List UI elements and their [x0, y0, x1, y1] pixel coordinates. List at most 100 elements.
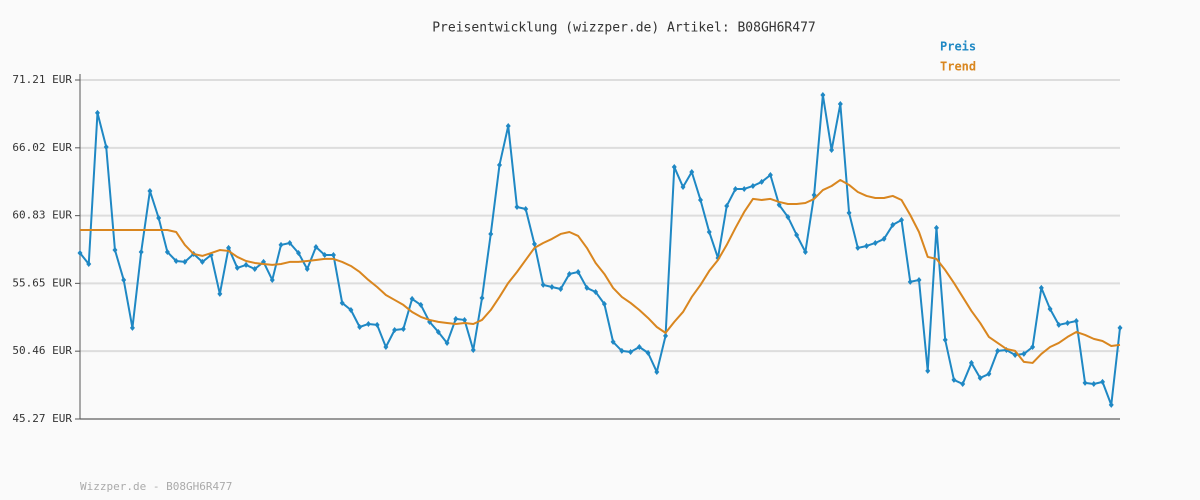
- data-point: [383, 343, 389, 350]
- legend-label: Preis: [940, 40, 976, 54]
- data-point: [601, 300, 607, 307]
- data-point: [330, 251, 336, 258]
- legend-label: Trend: [940, 60, 976, 74]
- y-tick-label: 45.27 EUR: [12, 412, 72, 425]
- data-point: [794, 231, 800, 238]
- chart-title: Preisentwicklung (wizzper.de) Artikel: B…: [432, 21, 816, 36]
- data-point: [802, 248, 808, 255]
- data-point: [278, 241, 284, 248]
- data-point: [566, 270, 572, 277]
- data-point: [619, 347, 625, 354]
- data-point: [339, 299, 345, 306]
- y-tick-label: 55.65 EUR: [12, 276, 72, 289]
- series-line: [80, 178, 1121, 364]
- data-point: [960, 380, 966, 387]
- data-point: [182, 258, 188, 265]
- data-point: [1030, 343, 1036, 350]
- data-point: [549, 284, 555, 291]
- data-point: [269, 276, 275, 283]
- footer: Wizzper.de - B08GH6R477: [80, 480, 232, 493]
- data-point: [453, 315, 459, 322]
- data-point: [217, 290, 223, 297]
- data-point: [1108, 401, 1114, 408]
- data-point: [531, 241, 537, 248]
- data-point: [593, 288, 599, 295]
- data-point: [103, 144, 109, 151]
- data-point: [77, 250, 83, 257]
- data-point: [295, 250, 301, 257]
- data-point: [584, 284, 590, 291]
- data-point: [479, 294, 485, 301]
- data-point: [986, 370, 992, 377]
- data-point: [829, 147, 835, 154]
- data-point: [1100, 378, 1106, 385]
- data-point: [304, 265, 310, 272]
- data-point: [724, 202, 730, 209]
- data-point: [610, 338, 616, 345]
- data-point: [689, 169, 695, 176]
- data-point: [156, 215, 162, 222]
- data-point: [776, 201, 782, 208]
- data-point: [400, 325, 406, 332]
- data-point: [837, 101, 843, 108]
- data-point: [698, 196, 704, 203]
- data-point: [820, 92, 826, 99]
- data-point: [995, 347, 1001, 354]
- y-tick-label: 50.46 EUR: [12, 344, 72, 357]
- data-point: [785, 213, 791, 220]
- data-point: [1073, 317, 1079, 324]
- data-point: [916, 276, 922, 283]
- data-point: [94, 109, 100, 116]
- data-point: [907, 278, 913, 285]
- data-point: [514, 204, 520, 211]
- data-point: [112, 247, 118, 254]
- data-point: [925, 367, 931, 374]
- data-point: [488, 230, 494, 237]
- data-point: [767, 172, 773, 179]
- data-point: [759, 178, 765, 185]
- data-point: [864, 242, 870, 249]
- data-point: [252, 265, 258, 272]
- data-point: [348, 307, 354, 314]
- data-point: [951, 376, 957, 383]
- data-point: [505, 123, 511, 130]
- data-point: [243, 261, 249, 268]
- data-point: [164, 248, 170, 255]
- data-point: [1047, 305, 1053, 312]
- data-point: [226, 244, 232, 251]
- data-point: [732, 185, 738, 192]
- data-point: [462, 316, 468, 323]
- y-tick-label: 71.21 EUR: [12, 73, 72, 86]
- data-point: [147, 187, 153, 194]
- data-point: [890, 221, 896, 228]
- data-point: [881, 235, 887, 242]
- data-point: [313, 244, 319, 251]
- data-point: [392, 327, 398, 334]
- data-point: [287, 239, 293, 246]
- data-point: [365, 320, 371, 327]
- data-point: [942, 336, 948, 343]
- data-point: [1056, 321, 1062, 328]
- data-point: [872, 239, 878, 246]
- data-point: [322, 251, 328, 258]
- data-point: [654, 368, 660, 375]
- data-point: [470, 346, 476, 353]
- data-point: [706, 228, 712, 235]
- data-point: [855, 244, 861, 251]
- data-point: [86, 261, 92, 268]
- data-point: [418, 301, 424, 308]
- data-point: [374, 321, 380, 328]
- data-point: [933, 224, 939, 231]
- data-point: [496, 161, 502, 168]
- data-point: [741, 185, 747, 192]
- data-point: [444, 339, 450, 346]
- data-point: [1082, 379, 1088, 386]
- data-point: [121, 276, 127, 283]
- data-point: [129, 324, 135, 331]
- data-point: [663, 332, 669, 339]
- data-point: [138, 248, 144, 255]
- data-point: [750, 182, 756, 189]
- y-tick-label: 60.83 EUR: [12, 209, 72, 222]
